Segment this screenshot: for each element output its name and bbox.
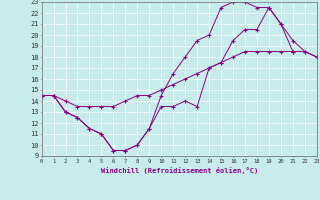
X-axis label: Windchill (Refroidissement éolien,°C): Windchill (Refroidissement éolien,°C) [100,167,258,174]
